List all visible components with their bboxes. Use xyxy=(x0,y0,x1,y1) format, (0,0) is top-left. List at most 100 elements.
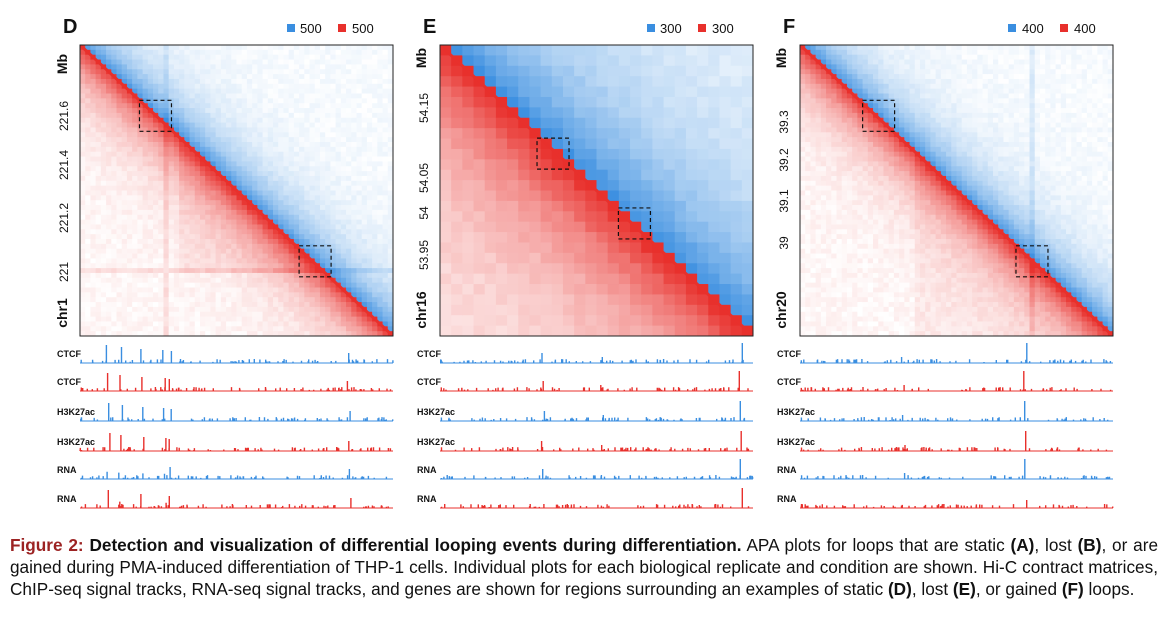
heatmap-cell xyxy=(356,78,363,85)
heatmap-cell xyxy=(440,221,452,233)
heatmap-cell xyxy=(293,103,300,109)
heatmap-cell xyxy=(325,195,331,201)
heatmap-cell xyxy=(205,209,212,216)
heatmap-cell xyxy=(484,263,497,275)
heatmap-cell xyxy=(189,287,196,293)
heatmap-cell xyxy=(387,195,393,201)
heatmap-cell xyxy=(826,306,832,313)
heatmap-cell xyxy=(805,287,812,293)
heatmap-cell xyxy=(132,137,138,143)
heatmap-cell xyxy=(366,132,373,138)
heatmap-cell xyxy=(562,45,575,56)
heatmap-cell xyxy=(173,69,180,75)
heatmap-cell xyxy=(147,243,154,250)
heatmap-cell xyxy=(351,229,358,235)
heatmap-cell xyxy=(351,306,358,313)
heatmap-cell xyxy=(335,292,342,298)
heatmap-cell xyxy=(106,200,112,206)
heatmap-cell xyxy=(810,277,817,284)
heatmap-cell xyxy=(241,219,248,226)
heatmap-cell xyxy=(226,137,232,143)
heatmap-cell xyxy=(325,122,331,129)
heatmap-cell xyxy=(267,224,274,230)
heatmap-cell xyxy=(262,93,269,99)
heatmap-cell xyxy=(246,287,253,293)
heatmap-cell xyxy=(805,93,812,99)
heatmap-cell xyxy=(820,248,827,255)
heatmap-cell xyxy=(805,171,812,177)
heatmap-cell xyxy=(663,107,676,119)
heatmap-cell xyxy=(314,54,321,61)
heatmap-cell xyxy=(278,137,285,143)
heatmap-cell xyxy=(815,263,822,269)
heatmap-cell xyxy=(330,74,337,80)
heatmap-cell xyxy=(815,205,822,211)
heatmap-cell xyxy=(836,209,843,216)
heatmap-cell xyxy=(179,54,185,61)
heatmap-cell xyxy=(540,284,553,296)
heatmap-cell xyxy=(719,96,732,108)
heatmap-cell xyxy=(330,205,337,211)
heatmap-cell xyxy=(314,166,321,172)
heatmap-cell xyxy=(153,151,159,158)
heatmap-cell xyxy=(335,331,342,336)
heatmap-cell xyxy=(173,316,180,323)
heatmap-cell xyxy=(330,331,337,336)
heatmap-cell xyxy=(674,128,687,140)
heatmap-cell xyxy=(440,200,452,212)
heatmap-cell xyxy=(210,78,217,85)
heatmap-cell xyxy=(826,166,832,172)
heatmap-cell xyxy=(199,93,206,99)
heatmap-cell xyxy=(262,175,269,182)
heatmap-cell xyxy=(194,302,201,308)
heatmap-cell xyxy=(826,287,832,293)
heatmap-cell xyxy=(194,161,201,167)
heatmap-cell xyxy=(189,200,196,206)
heatmap-cell xyxy=(708,315,721,327)
heatmap-cell xyxy=(210,263,217,269)
heatmap-cell xyxy=(273,78,279,85)
heatmap-cell xyxy=(288,297,295,303)
heatmap-cell xyxy=(335,74,342,80)
heatmap-cell xyxy=(252,316,258,323)
heatmap-cell xyxy=(90,185,97,192)
heatmap-cell xyxy=(708,284,721,296)
heatmap-cell xyxy=(800,248,806,255)
heatmap-cell xyxy=(685,45,698,56)
track-signal xyxy=(80,490,389,508)
heatmap-cell xyxy=(330,49,337,56)
heatmap-cell xyxy=(184,268,191,274)
heatmap-cell xyxy=(106,263,112,269)
heatmap-cell xyxy=(147,127,154,133)
heatmap-cell xyxy=(100,316,107,323)
heatmap-cell xyxy=(815,103,822,109)
heatmap-cell xyxy=(121,185,128,192)
heatmap-cell xyxy=(116,282,123,289)
heatmap-cell xyxy=(299,78,305,85)
heatmap-cell xyxy=(273,326,279,332)
heatmap-cell xyxy=(85,112,92,119)
heatmap-cell xyxy=(153,302,159,308)
heatmap-cell xyxy=(356,253,363,259)
heatmap-cell xyxy=(299,98,305,104)
heatmap-cell xyxy=(257,127,264,133)
heatmap-cell xyxy=(288,78,295,85)
heatmap-cell xyxy=(836,151,843,158)
heatmap-cell xyxy=(179,69,185,75)
heatmap-cell xyxy=(116,59,123,65)
heatmap-cell xyxy=(293,132,300,138)
heatmap-cell xyxy=(184,108,191,114)
heatmap-cell xyxy=(335,268,342,274)
heatmap-cell xyxy=(351,49,358,56)
heatmap-cell xyxy=(562,252,575,264)
heatmap-cell xyxy=(241,64,248,70)
heatmap-cell xyxy=(540,128,553,140)
heatmap-cell xyxy=(299,234,305,240)
heatmap-cell xyxy=(210,253,217,259)
heatmap-cell xyxy=(257,326,264,332)
heatmap-cell xyxy=(126,142,133,148)
panel-f: F 400 400 Mb chr20 39.3 39.2 39.1 39 CTC… xyxy=(773,16,1114,509)
heatmap-cell xyxy=(382,248,389,255)
heatmap-cell xyxy=(346,219,352,226)
heatmap-cell xyxy=(596,315,609,327)
